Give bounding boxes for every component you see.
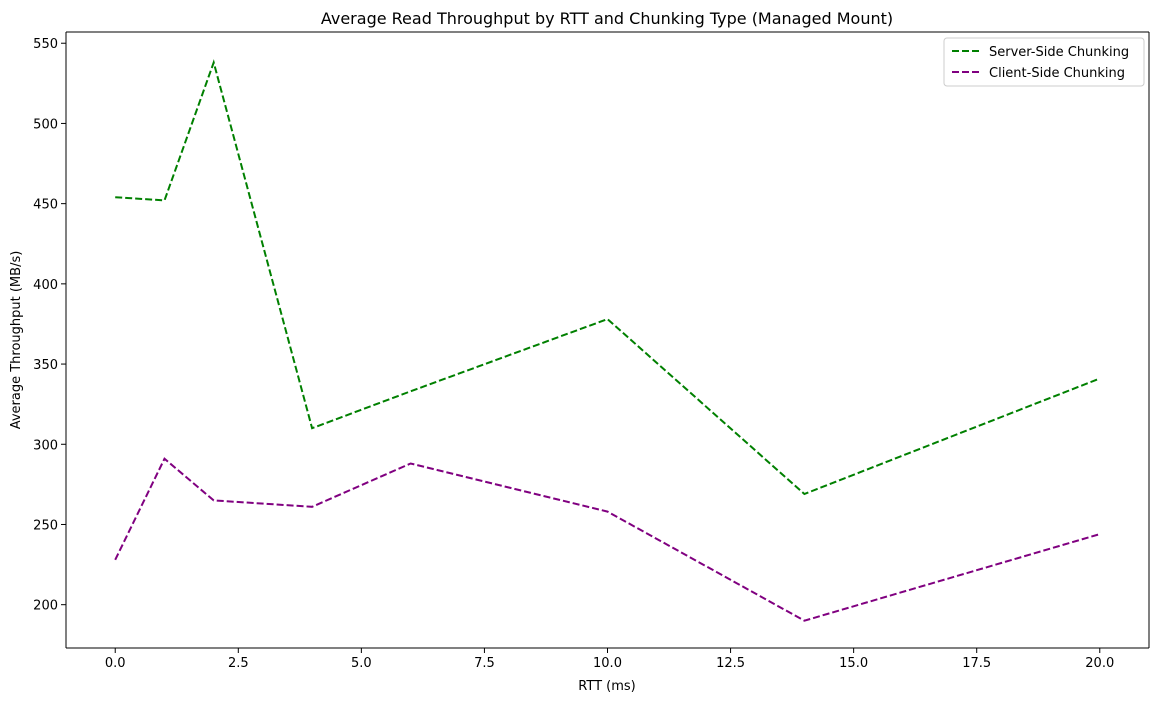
x-tick-label: 12.5 bbox=[716, 656, 745, 671]
x-tick-label: 7.5 bbox=[474, 656, 495, 671]
chart-title: Average Read Throughput by RTT and Chunk… bbox=[321, 9, 893, 28]
y-axis-label: Average Throughput (MB/s) bbox=[9, 251, 24, 430]
legend-label-server-side: Server-Side Chunking bbox=[989, 45, 1129, 60]
y-tick-label: 250 bbox=[33, 518, 58, 533]
x-tick-label: 20.0 bbox=[1085, 656, 1114, 671]
x-tick-label: 5.0 bbox=[351, 656, 372, 671]
y-tick-label: 550 bbox=[33, 37, 58, 52]
y-tick-label: 350 bbox=[33, 358, 58, 373]
legend: Server-Side Chunking Client-Side Chunkin… bbox=[943, 37, 1145, 87]
y-tick-label: 200 bbox=[33, 599, 58, 614]
y-tick-label: 300 bbox=[33, 438, 58, 453]
x-tick-label: 2.5 bbox=[228, 656, 249, 671]
x-axis-ticks: 0.0 2.5 5.0 7.5 10.0 12.5 15.0 17.5 20.0 bbox=[105, 648, 1114, 671]
y-tick-label: 450 bbox=[33, 198, 58, 213]
series-line-server-side-chunking bbox=[115, 59, 1101, 496]
x-tick-label: 17.5 bbox=[962, 656, 991, 671]
legend-label-client-side: Client-Side Chunking bbox=[989, 66, 1125, 81]
legend-frame bbox=[943, 37, 1145, 87]
x-tick-label: 15.0 bbox=[839, 656, 868, 671]
series-group bbox=[114, 59, 1101, 622]
x-axis-label: RTT (ms) bbox=[578, 679, 635, 694]
y-tick-label: 400 bbox=[33, 278, 58, 293]
x-tick-label: 10.0 bbox=[593, 656, 622, 671]
y-axis-ticks: 200 250 300 350 400 450 500 550 bbox=[33, 37, 66, 614]
y-tick-label: 500 bbox=[33, 117, 58, 132]
series-line-client-side-chunking bbox=[114, 457, 1101, 622]
plot-area: 0.0 2.5 5.0 7.5 10.0 12.5 15.0 17.5 20.0 200 250 3… bbox=[33, 31, 1150, 671]
x-tick-label: 0.0 bbox=[105, 656, 126, 671]
